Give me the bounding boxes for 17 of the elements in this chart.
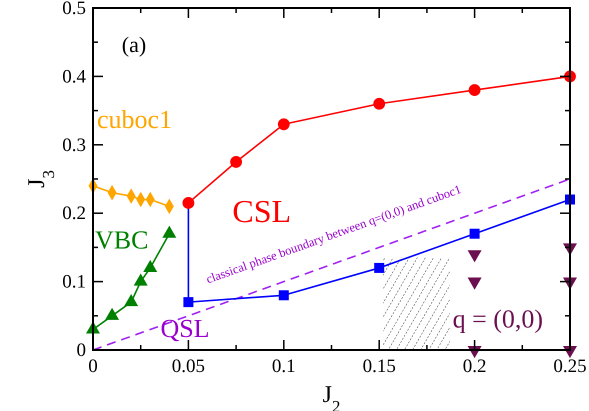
x-tick-label: 0.25 xyxy=(553,356,587,377)
annotation: (a) xyxy=(122,32,146,57)
y-tick-label: 0.1 xyxy=(62,272,86,293)
y-tick-label: 0.4 xyxy=(62,66,86,88)
series-label: q = (0,0) xyxy=(452,304,544,334)
annotation: QSL xyxy=(160,314,210,343)
y-tick-label: 0.5 xyxy=(62,0,86,19)
series-label: cuboc1 xyxy=(97,104,172,134)
series-label: CSL xyxy=(232,192,292,229)
y-tick-label: 0.2 xyxy=(62,203,86,224)
x-tick-label: 0.05 xyxy=(172,356,206,377)
y-tick-label: 0.3 xyxy=(62,134,86,156)
x-tick-label: 0.1 xyxy=(272,356,296,377)
x-tick-label: 0.2 xyxy=(462,356,486,377)
series-label: VBC xyxy=(95,225,148,254)
y-tick-label: 0 xyxy=(76,340,86,361)
x-tick-label: 0.15 xyxy=(362,356,396,377)
